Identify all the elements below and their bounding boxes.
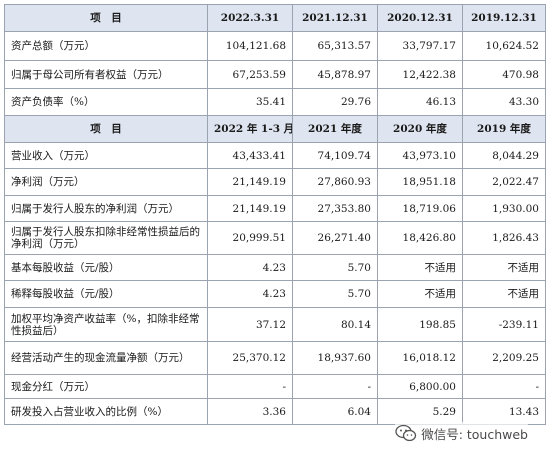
value-cell: 10,624.52	[462, 31, 546, 61]
value-cell: 18,426.80	[377, 221, 463, 255]
value-cell: -	[207, 374, 293, 399]
value-cell: 43.30	[462, 88, 546, 116]
value-cell: 6,800.00	[377, 374, 463, 399]
value-cell: 470.98	[462, 60, 546, 89]
header-cell: 2022 年 1-3 月	[207, 115, 293, 143]
value-cell: 13.43	[462, 398, 546, 425]
value-cell: 65,313.57	[292, 31, 378, 61]
value-cell: 1,826.43	[462, 221, 546, 255]
value-cell: 20,999.51	[207, 221, 293, 255]
value-cell: 26,271.40	[292, 221, 378, 255]
header-cell: 2021 年度	[292, 115, 378, 143]
value-cell: -	[462, 374, 546, 399]
value-cell: 不适用	[377, 254, 463, 281]
value-cell: 27,353.80	[292, 195, 378, 222]
value-cell: 4.23	[207, 280, 293, 308]
wechat-watermark: 微信号: touchweb	[395, 422, 528, 444]
table-row: 经营活动产生的现金流量净额（万元） 25,370.12 18,937.60 16…	[4, 341, 546, 375]
value-cell: 18,951.18	[377, 168, 463, 196]
value-cell: 5.70	[292, 280, 378, 308]
table-row: 资产总额（万元） 104,121.68 65,313.57 33,797.17 …	[4, 31, 546, 61]
value-cell: -239.11	[462, 307, 546, 342]
row-label: 归属于母公司所有者权益（万元）	[4, 60, 208, 89]
header-cell: 项 目	[4, 4, 208, 32]
row-label: 现金分红（万元）	[4, 374, 208, 399]
value-cell: 16,018.12	[377, 341, 463, 375]
value-cell: 18,937.60	[292, 341, 378, 375]
row-label: 加权平均净资产收益率（%，扣除非经常性损益后）	[4, 307, 208, 342]
value-cell: 80.14	[292, 307, 378, 342]
table-row: 基本每股收益（元/股） 4.23 5.70 不适用 不适用	[4, 254, 546, 281]
table-row: 研发投入占营业收入的比例（%） 3.36 6.04 5.29 13.43	[4, 398, 546, 425]
table-row: 归属于母公司所有者权益（万元） 67,253.59 45,878.97 12,4…	[4, 60, 546, 89]
row-label: 经营活动产生的现金流量净额（万元）	[4, 341, 208, 375]
row-label: 归属于发行人股东的净利润（万元）	[4, 195, 208, 222]
table-row: 稀释每股收益（元/股） 4.23 5.70 不适用 不适用	[4, 280, 546, 308]
value-cell: 35.41	[207, 88, 293, 116]
value-cell: 74,109.74	[292, 142, 378, 169]
value-cell: 67,253.59	[207, 60, 293, 89]
value-cell: 4.23	[207, 254, 293, 281]
income-header-row: 项 目 2022 年 1-3 月 2021 年度 2020 年度 2019 年度	[4, 115, 546, 143]
value-cell: 21,149.19	[207, 195, 293, 222]
value-cell: 25,370.12	[207, 341, 293, 375]
financial-summary-table: 项 目 2022.3.31 2021.12.31 2020.12.31 2019…	[4, 4, 546, 425]
value-cell: 2,209.25	[462, 341, 546, 375]
table-row: 营业收入（万元） 43,433.41 74,109.74 43,973.10 8…	[4, 142, 546, 169]
value-cell: 12,422.38	[377, 60, 463, 89]
value-cell: 37.12	[207, 307, 293, 342]
watermark-text: 微信号: touchweb	[421, 426, 528, 442]
value-cell: 198.85	[377, 307, 463, 342]
header-cell: 2020 年度	[377, 115, 463, 143]
table-row: 现金分红（万元） - - 6,800.00 -	[4, 374, 546, 399]
table-row: 归属于发行人股东的净利润（万元） 21,149.19 27,353.80 18,…	[4, 195, 546, 222]
value-cell: 43,433.41	[207, 142, 293, 169]
table-row: 加权平均净资产收益率（%，扣除非经常性损益后） 37.12 80.14 198.…	[4, 307, 546, 342]
row-label: 营业收入（万元）	[4, 142, 208, 169]
wechat-icon	[395, 424, 417, 442]
header-cell: 2022.3.31	[207, 4, 293, 32]
value-cell: 5.29	[377, 398, 463, 425]
value-cell: 不适用	[462, 280, 546, 308]
value-cell: 5.70	[292, 254, 378, 281]
row-label: 资产负债率（%）	[4, 88, 208, 116]
value-cell: 1,930.00	[462, 195, 546, 222]
value-cell: 3.36	[207, 398, 293, 425]
header-cell: 2019.12.31	[462, 4, 546, 32]
table-row: 归属于发行人股东扣除非经常性损益后的净利润（万元） 20,999.51 26,2…	[4, 221, 546, 255]
header-cell: 2019 年度	[462, 115, 546, 143]
table-row: 资产负债率（%） 35.41 29.76 46.13 43.30	[4, 88, 546, 116]
value-cell: 45,878.97	[292, 60, 378, 89]
header-cell: 2020.12.31	[377, 4, 463, 32]
value-cell: 不适用	[377, 280, 463, 308]
row-label: 归属于发行人股东扣除非经常性损益后的净利润（万元）	[4, 221, 208, 255]
value-cell: 不适用	[462, 254, 546, 281]
row-label: 稀释每股收益（元/股）	[4, 280, 208, 308]
value-cell: 33,797.17	[377, 31, 463, 61]
header-cell: 2021.12.31	[292, 4, 378, 32]
row-label: 资产总额（万元）	[4, 31, 208, 61]
value-cell: 8,044.29	[462, 142, 546, 169]
row-label: 净利润（万元）	[4, 168, 208, 196]
value-cell: 104,121.68	[207, 31, 293, 61]
value-cell: 27,860.93	[292, 168, 378, 196]
value-cell: 6.04	[292, 398, 378, 425]
value-cell: 2,022.47	[462, 168, 546, 196]
value-cell: 29.76	[292, 88, 378, 116]
value-cell: 18,719.06	[377, 195, 463, 222]
value-cell: 43,973.10	[377, 142, 463, 169]
table-row: 净利润（万元） 21,149.19 27,860.93 18,951.18 2,…	[4, 168, 546, 196]
value-cell: 46.13	[377, 88, 463, 116]
balance-header-row: 项 目 2022.3.31 2021.12.31 2020.12.31 2019…	[4, 4, 546, 32]
row-label: 基本每股收益（元/股）	[4, 254, 208, 281]
value-cell: 21,149.19	[207, 168, 293, 196]
row-label: 研发投入占营业收入的比例（%）	[4, 398, 208, 425]
value-cell: -	[292, 374, 378, 399]
header-cell: 项 目	[4, 115, 208, 143]
